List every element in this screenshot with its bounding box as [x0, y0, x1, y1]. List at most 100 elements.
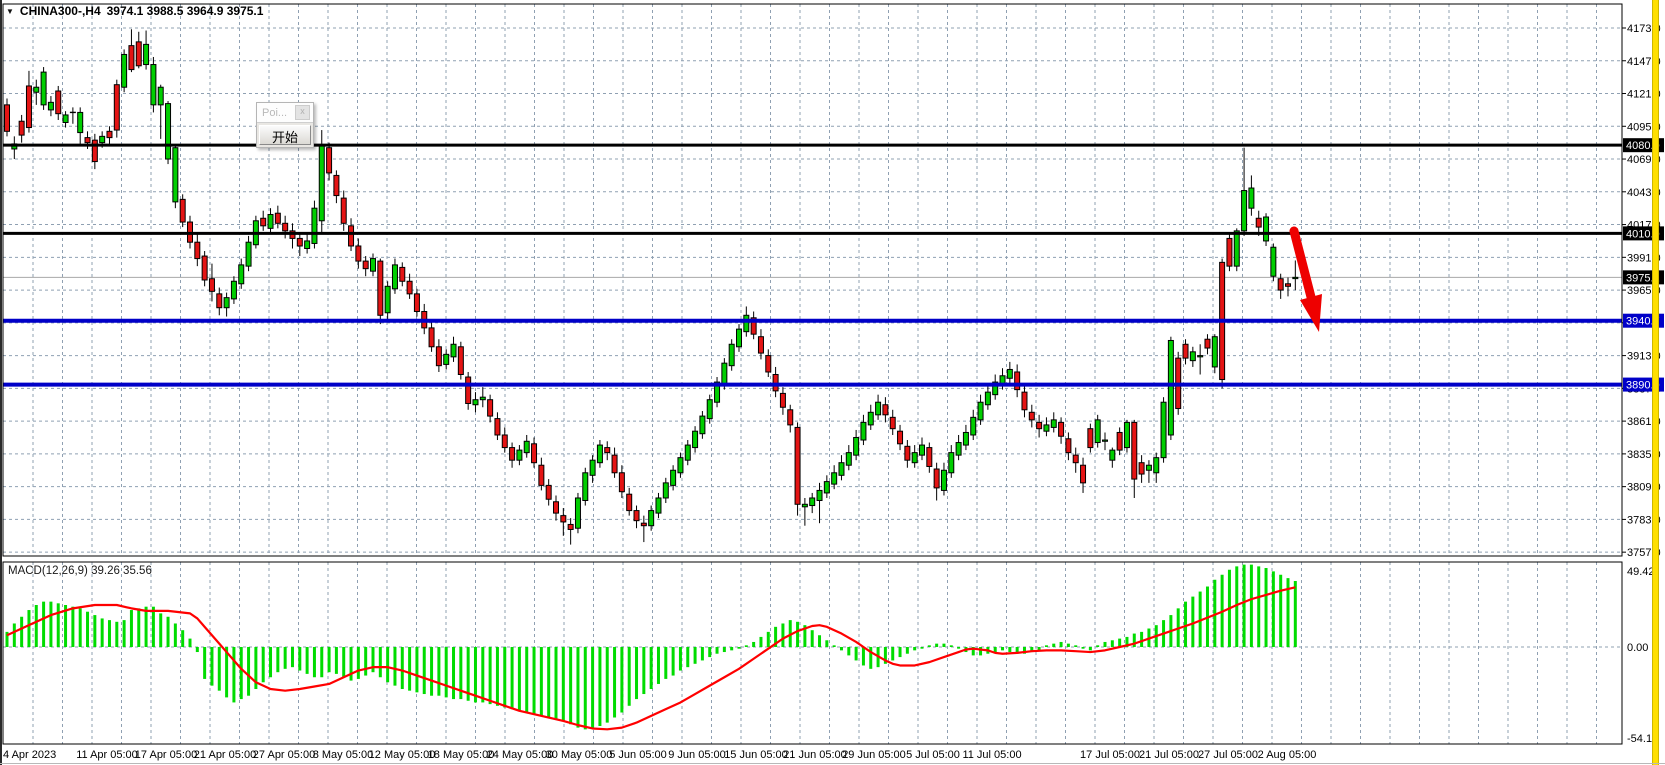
popup-body: 开始: [257, 123, 313, 147]
popup-close-icon[interactable]: x: [295, 105, 310, 120]
candle-body: [743, 314, 750, 333]
symbol-period-label: CHINA300-,H4: [19, 4, 101, 18]
arrow-head[interactable]: [1300, 294, 1322, 332]
window-left-border: [0, 0, 2, 765]
candle-body: [47, 101, 54, 111]
candle-body: [706, 399, 713, 420]
candle-body: [816, 489, 823, 502]
candle-body: [1131, 421, 1138, 480]
candle-body: [494, 418, 501, 436]
candle-body: [179, 198, 186, 223]
candle-body: [1145, 464, 1152, 471]
candle-body: [311, 207, 318, 244]
macd-axis-label: -54.17: [1627, 733, 1658, 745]
candle-body: [128, 45, 135, 71]
candle-body: [970, 416, 977, 436]
candle-body: [948, 452, 955, 474]
symbol-dropdown-icon[interactable]: ▼: [6, 6, 14, 16]
candle-body: [91, 139, 98, 163]
candle-body: [326, 147, 333, 174]
candle-body: [260, 217, 267, 227]
candle-body: [582, 472, 589, 501]
candle-body: [897, 430, 904, 445]
candle-body: [992, 381, 999, 396]
candle-body: [208, 278, 215, 292]
candle-body: [801, 503, 808, 508]
candle-body: [1189, 351, 1196, 362]
ohlc-values: 3974.1 3988.5 3964.9 3975.1: [106, 4, 264, 18]
macd-axis-label: 0.00: [1627, 642, 1648, 654]
candle-body: [560, 515, 567, 523]
candle-body: [450, 343, 457, 358]
candle-body: [574, 497, 581, 529]
candle-body: [919, 444, 925, 456]
candle-body: [838, 462, 845, 476]
candle-body: [435, 346, 442, 367]
candle-body: [1014, 371, 1021, 391]
time-axis-label: 9 Jun 05:00: [668, 749, 726, 761]
time-axis-label: 5 Jul 05:00: [906, 749, 960, 761]
candle-body: [1241, 190, 1248, 232]
time-axis-label: 15 Jun 05:00: [724, 749, 788, 761]
price-badges: 4080.0 4010.0 3940.7 3890.0 3975.1: [1623, 138, 1664, 392]
price-badge-label: 4080.0: [1626, 140, 1660, 152]
candle-body: [1080, 464, 1087, 484]
candle-body: [911, 452, 918, 464]
candle-body: [633, 510, 640, 522]
candle-body: [933, 468, 940, 489]
candle-body: [714, 381, 721, 403]
candle-body: [596, 444, 603, 464]
candle-body: [216, 293, 223, 309]
candle-body: [604, 447, 611, 454]
start-button[interactable]: 开始: [259, 125, 311, 145]
candle-body: [779, 392, 786, 408]
candle-body: [457, 346, 464, 375]
candle-body: [670, 469, 677, 486]
candle-body: [362, 260, 369, 270]
candle-body: [699, 415, 706, 435]
candle-body: [1167, 339, 1174, 436]
candle-body: [1270, 246, 1277, 277]
candle-body: [1204, 338, 1211, 349]
time-axis-label: 12 May 05:00: [369, 749, 436, 761]
time-axis-label: 21 Jul 05:00: [1139, 749, 1199, 761]
candle-body: [18, 120, 25, 136]
candle-body: [1277, 278, 1284, 291]
candle-body: [809, 497, 816, 507]
candle-body: [25, 85, 32, 129]
candle-body: [1109, 449, 1116, 461]
time-axis-label: 5 Jun 05:00: [609, 749, 667, 761]
arrow-shaft[interactable]: [1289, 226, 1316, 302]
window-bottom-border: [0, 763, 1665, 764]
candle-body: [728, 343, 735, 367]
candle-body: [1036, 421, 1043, 430]
candle-body: [853, 437, 860, 456]
candle-body: [1072, 454, 1079, 464]
candle-body: [377, 260, 384, 316]
candle-body: [340, 197, 347, 224]
price-badge-label: 3940.7: [1626, 316, 1660, 328]
candle-body: [1197, 355, 1204, 358]
script-popup-window: Poi... x 开始: [256, 102, 314, 148]
time-axis-label: 18 May 05:00: [428, 749, 495, 761]
candle-body: [296, 237, 303, 247]
popup-title-bar[interactable]: Poi... x: [257, 103, 313, 123]
candle-body: [684, 444, 691, 461]
candle-body: [230, 280, 237, 300]
candle-body: [391, 264, 398, 290]
candle-body: [538, 464, 545, 486]
candle-body: [823, 481, 830, 494]
candle-body: [1160, 401, 1167, 459]
candle-body: [1263, 216, 1270, 242]
time-axis-label: 17 Jul 05:00: [1080, 749, 1140, 761]
candle-body: [516, 449, 523, 461]
candle-body: [1021, 391, 1028, 411]
candle-body: [1138, 462, 1145, 475]
macd-pane-border: [2, 561, 1623, 745]
time-axis-label: 29 Jun 05:00: [842, 749, 906, 761]
candle-body: [157, 86, 164, 106]
time-axis-label: 4 Apr 2023: [3, 749, 56, 761]
candle-body: [304, 240, 311, 250]
